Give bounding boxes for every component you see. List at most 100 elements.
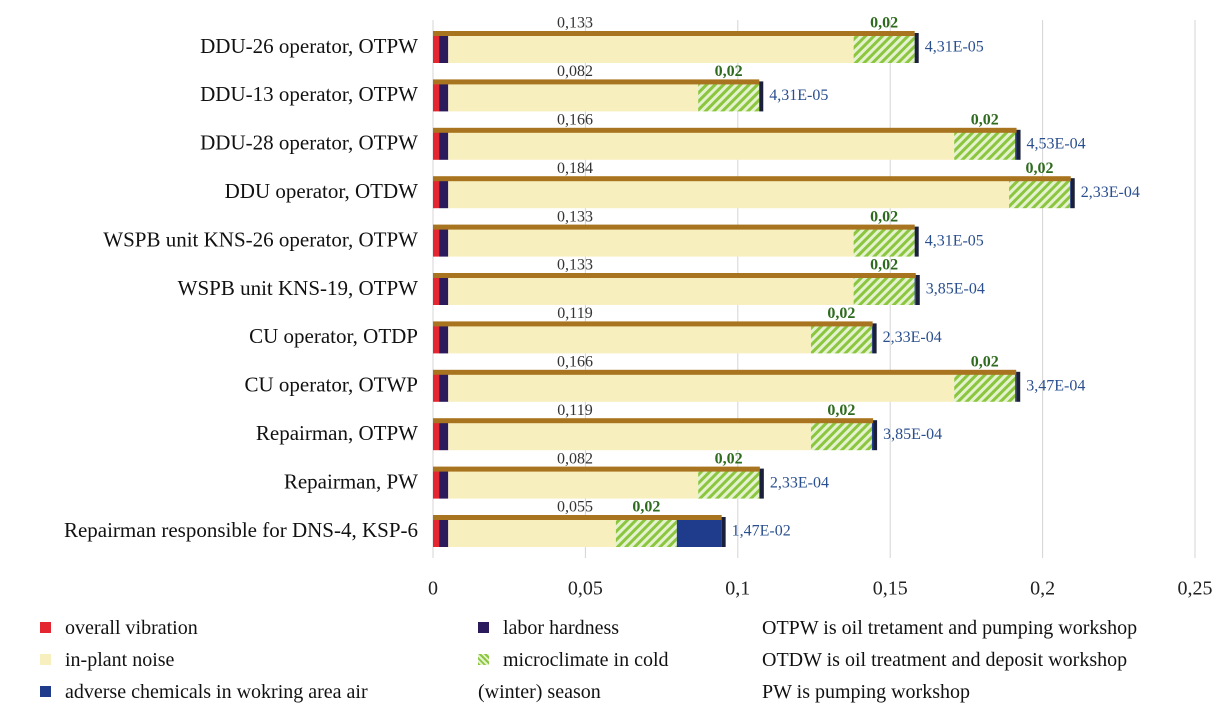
bar-segment xyxy=(439,81,448,111)
bar-end-cap xyxy=(916,275,920,305)
legend-swatch xyxy=(40,654,51,665)
value-label: 0,02 xyxy=(715,63,743,80)
note: OTPW is oil tretament and pumping worksh… xyxy=(762,612,1137,644)
bar-segment xyxy=(439,323,448,353)
x-tick-label: 0,15 xyxy=(873,578,908,600)
bar-segment xyxy=(616,517,677,547)
bar-segment xyxy=(439,469,448,499)
bar-end-cap xyxy=(873,420,877,450)
bar-segment xyxy=(448,33,853,63)
value-label: 0,133 xyxy=(557,257,593,274)
bar-segment xyxy=(698,469,759,499)
bar-segment xyxy=(433,81,439,111)
legend-item: overall vibration xyxy=(40,612,460,644)
bar-segment xyxy=(439,517,448,547)
bar-top-edge xyxy=(433,31,915,36)
bar-top-edge xyxy=(433,515,722,520)
category-label: DDU-26 operator, OTPW xyxy=(200,34,418,58)
bar-segment xyxy=(677,517,722,547)
category-label: CU operator, OTDP xyxy=(249,324,418,348)
bar-segment xyxy=(433,227,439,257)
bar-segment xyxy=(811,323,872,353)
bar-segment xyxy=(1015,130,1016,160)
value-label: 0,02 xyxy=(870,257,898,274)
category-label: WSPB unit KNS-26 operator, OTPW xyxy=(103,227,418,251)
bar-segment xyxy=(433,517,439,547)
bar-segment xyxy=(448,81,698,111)
x-tick-label: 0 xyxy=(428,578,438,600)
bar-segment xyxy=(854,275,915,305)
bar-segment xyxy=(433,33,439,63)
bar-segment xyxy=(433,420,439,450)
value-label: 0,119 xyxy=(557,305,592,322)
value-label: 0,119 xyxy=(557,402,592,419)
bar-end-cap xyxy=(1016,372,1020,402)
value-label: 2,33E-04 xyxy=(770,474,829,491)
bar-end-cap xyxy=(759,81,763,111)
bar-segment xyxy=(433,275,439,305)
bar-top-edge xyxy=(433,321,873,326)
value-label: 0,082 xyxy=(557,63,593,80)
value-label: 0,02 xyxy=(827,305,855,322)
legend-swatch xyxy=(40,686,51,697)
bar-segment xyxy=(448,323,811,353)
bar-segment xyxy=(433,178,439,208)
category-label: DDU-28 operator, OTPW xyxy=(200,131,418,155)
category-label: WSPB unit KNS-19, OTPW xyxy=(178,276,419,300)
bar-top-edge xyxy=(433,418,873,423)
value-label: 1,47E-02 xyxy=(732,523,791,540)
bar-segment xyxy=(872,323,873,353)
bar-end-cap xyxy=(1071,178,1075,208)
bar-segment xyxy=(433,130,439,160)
category-label: DDU operator, OTDW xyxy=(225,179,419,203)
bar-segment xyxy=(448,178,1009,208)
bar-segment xyxy=(439,178,448,208)
legend-label: overall vibration xyxy=(65,617,198,639)
category-label: CU operator, OTWP xyxy=(244,373,418,397)
bar-end-cap xyxy=(1017,130,1021,160)
value-label: 0,02 xyxy=(827,402,855,419)
legend-label: in-plant noise xyxy=(65,649,174,671)
bar-top-edge xyxy=(433,467,760,472)
bar-end-cap xyxy=(722,517,726,547)
bar-segment xyxy=(698,81,759,111)
bar-segment xyxy=(439,130,448,160)
bar-segment xyxy=(1009,178,1070,208)
value-label: 4,31E-05 xyxy=(925,39,984,56)
bar-top-edge xyxy=(433,176,1071,181)
bar-top-edge xyxy=(433,370,1016,375)
bar-segment xyxy=(433,469,439,499)
bar-segment xyxy=(448,275,853,305)
bar-segment xyxy=(448,372,954,402)
x-tick-label: 0,2 xyxy=(1030,578,1055,600)
legend-label: adverse chemicals in wokring area air xyxy=(65,681,368,703)
category-label: Repairman responsible for DNS-4, KSP-6 xyxy=(64,518,418,542)
bar-segment xyxy=(439,227,448,257)
value-label: 0,02 xyxy=(971,353,999,370)
bar-segment xyxy=(759,469,760,499)
bar-segment xyxy=(439,420,448,450)
value-label: 0,02 xyxy=(1026,160,1054,177)
value-label: 3,85E-04 xyxy=(883,426,942,443)
value-label: 2,33E-04 xyxy=(883,329,942,346)
bar-segment xyxy=(872,420,873,450)
bar-top-edge xyxy=(433,128,1017,133)
bar-segment xyxy=(954,372,1015,402)
value-label: 0,166 xyxy=(557,111,593,128)
legend-swatch xyxy=(40,622,51,633)
bar-segment xyxy=(448,227,853,257)
bar-segment xyxy=(854,227,915,257)
x-tick-label: 0,25 xyxy=(1178,578,1213,600)
value-label: 0,02 xyxy=(870,208,898,225)
bar-top-edge xyxy=(433,273,916,278)
bar-segment xyxy=(439,33,448,63)
bar-segment xyxy=(433,372,439,402)
bar-segment xyxy=(1070,178,1071,208)
x-tick-label: 0,05 xyxy=(568,578,603,600)
bar-top-edge xyxy=(433,79,759,84)
legend-swatch xyxy=(478,622,489,633)
legend-item: microclimate in cold (winter) season xyxy=(478,644,718,708)
legend-label: microclimate in cold (winter) season xyxy=(478,649,669,703)
bar-segment xyxy=(439,275,448,305)
